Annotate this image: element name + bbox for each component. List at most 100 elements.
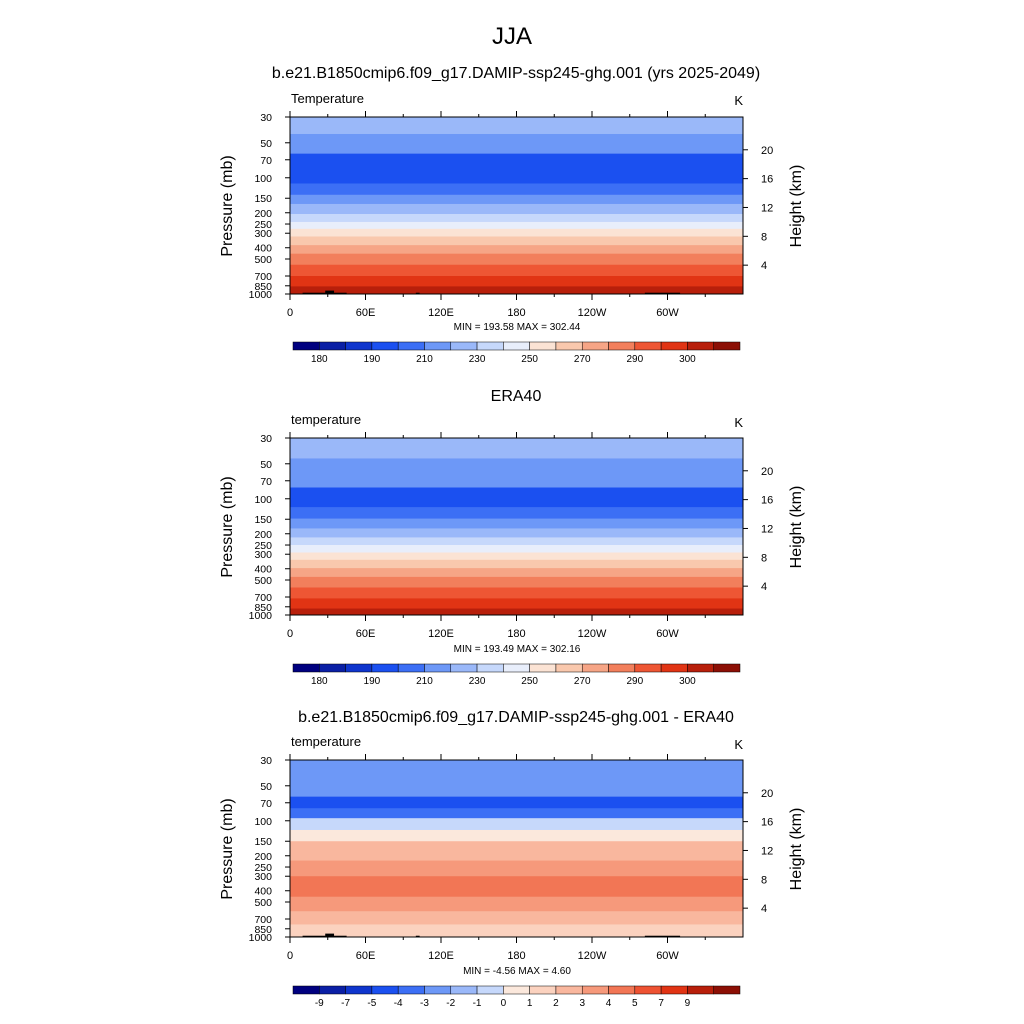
panel-model: b.e21.B1850cmip6.f09_g17.DAMIP-ssp245-gh… xyxy=(219,65,805,365)
contour-band xyxy=(290,214,743,223)
contour-band xyxy=(290,587,743,599)
y-tick-label: 100 xyxy=(254,173,272,185)
contour-band xyxy=(290,286,743,295)
colorbar: 180 190 210 230 250 270 290 300 xyxy=(292,663,741,687)
colorbar-swatch xyxy=(397,985,425,995)
y-tick-label: 300 xyxy=(254,549,272,561)
colorbar-swatch xyxy=(345,985,373,995)
y-right-tick-label: 20 xyxy=(761,466,773,478)
colorbar-swatch xyxy=(424,985,452,995)
colorbar-swatch xyxy=(371,663,399,673)
colorbar-swatch xyxy=(687,663,714,673)
y-tick-label: 700 xyxy=(254,271,272,283)
y-tick-label: 150 xyxy=(254,193,272,205)
contour-band xyxy=(290,264,743,277)
panel-left-label: temperature xyxy=(291,734,361,749)
colorbar-swatch xyxy=(529,985,557,995)
x-tick-label: 0 xyxy=(287,950,293,962)
y-tick-label: 1000 xyxy=(249,932,273,944)
colorbar-label: 250 xyxy=(521,676,538,687)
colorbar-label: 250 xyxy=(521,354,538,365)
y-axis-label: Pressure (mb) xyxy=(219,476,236,577)
y-right-tick-label: 8 xyxy=(761,874,767,886)
colorbar-swatch xyxy=(319,985,346,995)
contour-plot-area xyxy=(290,760,743,938)
x-tick-label: 180 xyxy=(507,307,525,319)
x-tick-label: 180 xyxy=(507,628,525,640)
y-right-tick-label: 16 xyxy=(761,817,773,829)
topography-mask xyxy=(644,935,681,937)
contour-band xyxy=(290,221,743,230)
y-right-tick-label: 4 xyxy=(761,581,767,593)
colorbar-swatch xyxy=(555,985,583,995)
colorbar-swatch xyxy=(476,663,504,673)
contour-band xyxy=(290,245,743,255)
x-tick-label: 60E xyxy=(356,307,376,319)
colorbar-swatch xyxy=(476,341,504,351)
y-tick-label: 100 xyxy=(254,494,272,506)
y-right-tick-label: 12 xyxy=(761,202,773,214)
contour-band xyxy=(290,487,743,508)
colorbar-label: 190 xyxy=(364,354,381,365)
colorbar-swatch xyxy=(319,341,346,351)
stats-text: MIN = 193.58 MAX = 302.44 xyxy=(454,322,581,333)
colorbar-label: -4 xyxy=(394,998,403,1009)
y-tick-label: 850 xyxy=(254,602,272,614)
y-tick-label: 150 xyxy=(254,836,272,848)
panel-title: ERA40 xyxy=(491,388,542,405)
x-tick-label: 60E xyxy=(356,950,376,962)
contour-band xyxy=(290,438,743,459)
topography-mask xyxy=(302,935,347,937)
contour-band xyxy=(290,860,743,877)
contour-band xyxy=(290,896,743,912)
colorbar-label: 0 xyxy=(501,998,507,1009)
colorbar-label: -7 xyxy=(341,998,350,1009)
colorbar-swatch xyxy=(450,663,478,673)
contour-band xyxy=(290,568,743,578)
y-tick-label: 150 xyxy=(254,514,272,526)
y-right-tick-label: 20 xyxy=(761,788,773,800)
y-axis-right-label: Height (km) xyxy=(788,486,805,569)
colorbar-label: 270 xyxy=(574,676,591,687)
contour-band xyxy=(290,203,743,215)
panel-era40: ERA40 temperature K 0 60E 120E 180 120W 60W 30… xyxy=(219,388,805,687)
colorbar-label: 210 xyxy=(416,676,433,687)
panel-units: K xyxy=(734,93,743,108)
contour-band xyxy=(290,608,743,616)
colorbar-swatch xyxy=(713,663,741,673)
x-tick-label: 120E xyxy=(428,628,454,640)
colorbar-label: 300 xyxy=(679,354,696,365)
contour-band xyxy=(290,537,743,546)
colorbar-swatch xyxy=(608,985,636,995)
colorbar-swatch xyxy=(687,985,714,995)
colorbar-label: 5 xyxy=(632,998,638,1009)
contour-band xyxy=(290,808,743,819)
stats-text: MIN = 193.49 MAX = 302.16 xyxy=(454,644,581,655)
figure-title: JJA xyxy=(492,23,532,50)
colorbar-swatch xyxy=(713,341,741,351)
colorbar-swatch xyxy=(555,341,583,351)
contour-band xyxy=(290,194,743,205)
colorbar-swatch xyxy=(371,985,399,995)
colorbar-swatch xyxy=(450,985,478,995)
y-tick-label: 700 xyxy=(254,914,272,926)
colorbar-label: 300 xyxy=(679,676,696,687)
colorbar-swatch xyxy=(371,341,399,351)
contour-band xyxy=(290,153,743,184)
y-tick-label: 850 xyxy=(254,924,272,936)
colorbar-swatch xyxy=(397,341,425,351)
colorbar-swatch xyxy=(634,985,662,995)
contour-plot-area xyxy=(290,438,743,616)
y-tick-label: 70 xyxy=(260,476,272,488)
colorbar-label: -9 xyxy=(315,998,324,1009)
y-right-tick-label: 12 xyxy=(761,523,773,535)
y-tick-label: 70 xyxy=(260,155,272,167)
contour-band xyxy=(290,183,743,196)
panel-left-label: Temperature xyxy=(291,91,364,106)
y-right-tick-label: 12 xyxy=(761,845,773,857)
y-right-tick-label: 16 xyxy=(761,174,773,186)
y-tick-label: 850 xyxy=(254,281,272,293)
contour-band xyxy=(290,228,743,237)
